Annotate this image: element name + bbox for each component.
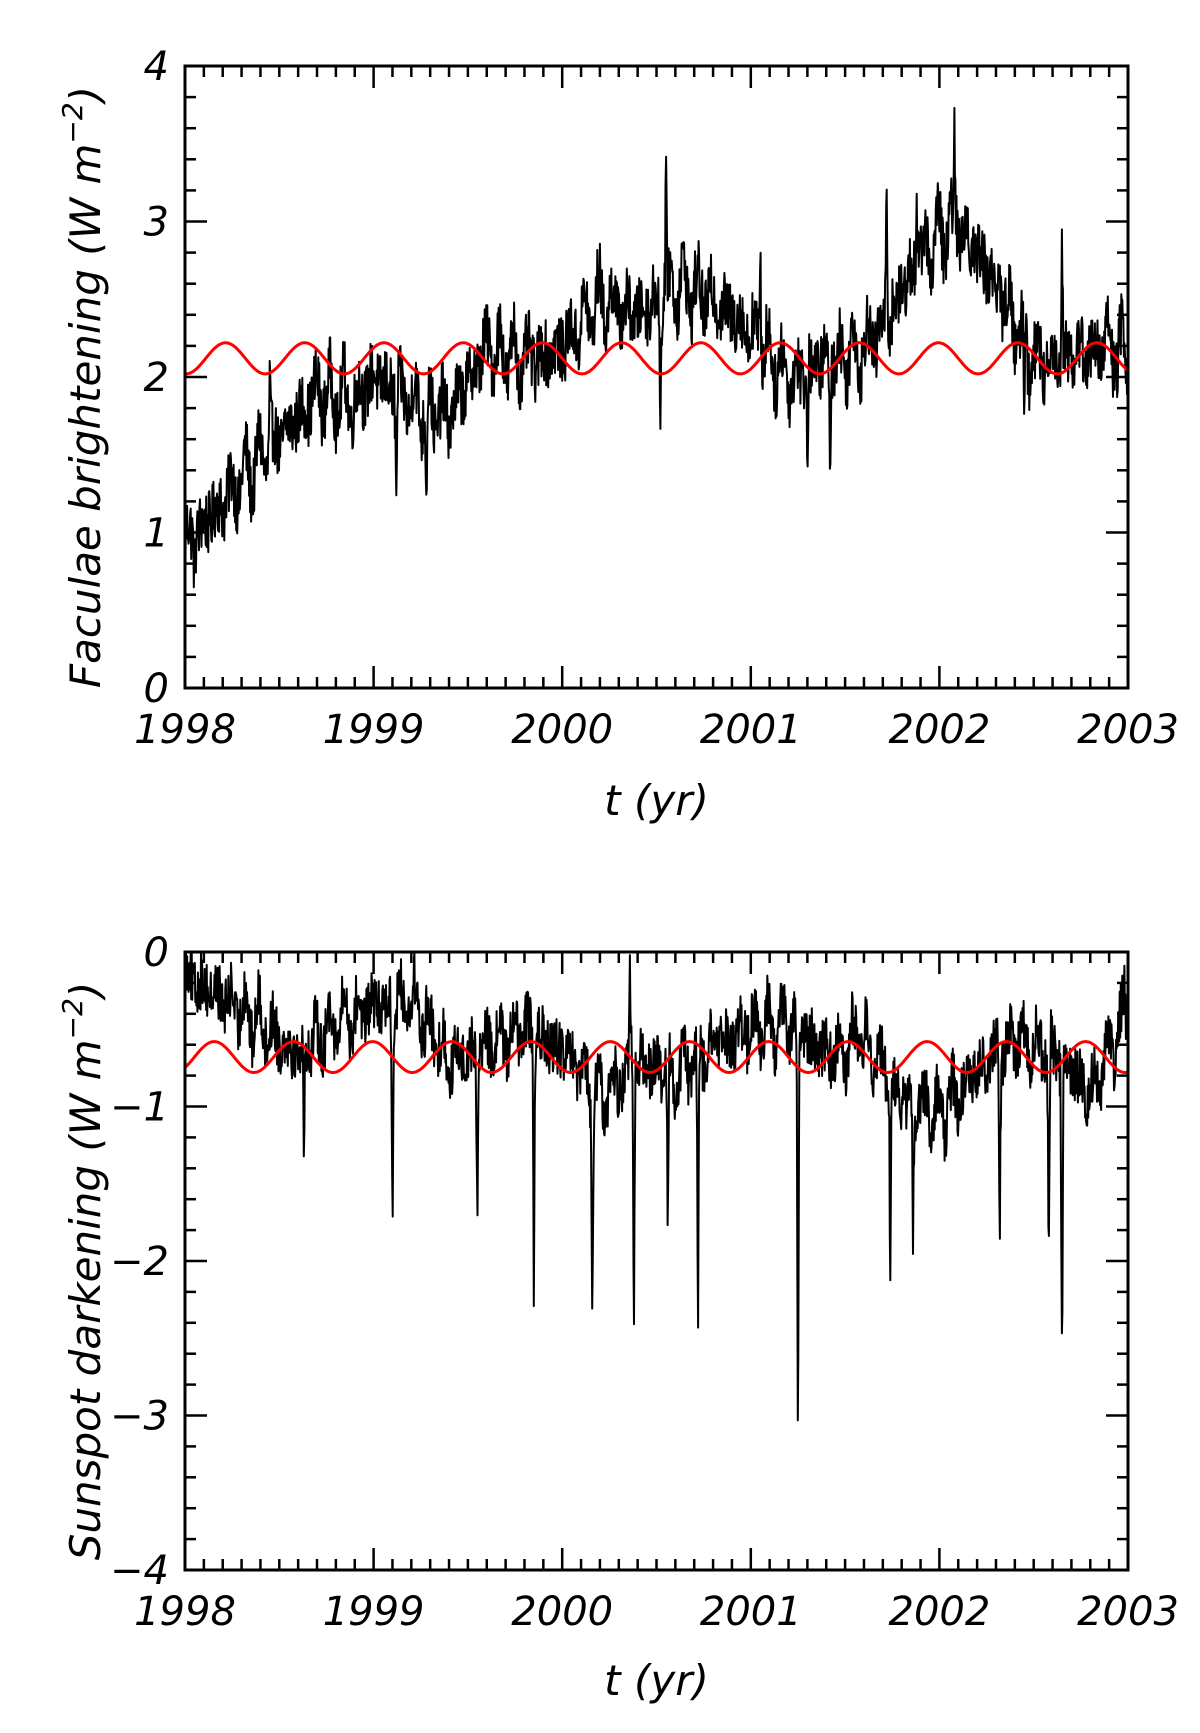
x-axis-title: t (yr) — [604, 776, 709, 825]
y-tick-label: 0 — [144, 930, 169, 976]
y-tick-label: 3 — [144, 200, 169, 246]
x-tick-label: 2003 — [1077, 1589, 1179, 1635]
x-tick-label: 2000 — [511, 707, 613, 753]
x-tick-label: 2003 — [1077, 707, 1179, 753]
x-tick-label: 1998 — [134, 707, 236, 753]
x-tick-label: 2001 — [700, 1589, 802, 1635]
x-tick-label: 1999 — [323, 1589, 425, 1635]
y-tick-label: −3 — [110, 1394, 169, 1440]
x-axis-title: t (yr) — [604, 1656, 709, 1705]
y-tick-label: 2 — [144, 355, 169, 401]
sunspot-chart: 1998 1999 2000 2001 2002 2003 0 −1 −2 −3 −4 t (yr) S… — [56, 930, 1179, 1705]
x-tick-label: 2002 — [889, 707, 991, 753]
y-tick-label: −2 — [110, 1239, 169, 1285]
x-tick-label: 1999 — [323, 707, 425, 753]
model-series-line — [185, 341, 1128, 376]
y-tick-label: −4 — [110, 1548, 169, 1594]
y-tick-label: 1 — [144, 511, 169, 557]
x-tick-label: 2001 — [700, 707, 802, 753]
y-tick-label: 0 — [144, 666, 169, 712]
data-series-line — [185, 952, 1128, 1422]
x-tick-label: 1998 — [134, 1589, 236, 1635]
y-axis-title: Sunspot darkening (W m−2) — [56, 982, 110, 1561]
x-tick-label: 2002 — [889, 1589, 991, 1635]
y-tick-label: 4 — [144, 44, 169, 90]
plot-frame — [183, 64, 1130, 690]
y-tick-label: −1 — [110, 1085, 169, 1131]
model-series-line — [185, 1040, 1128, 1074]
y-axis-title: Faculae brightening (W m−2) — [56, 86, 110, 688]
faculae-chart: 1998 1999 2000 2001 2002 2003 0 1 2 3 4 t (yr) Facul… — [56, 44, 1179, 825]
x-tick-label: 2000 — [511, 1589, 613, 1635]
data-series-line — [185, 106, 1128, 589]
